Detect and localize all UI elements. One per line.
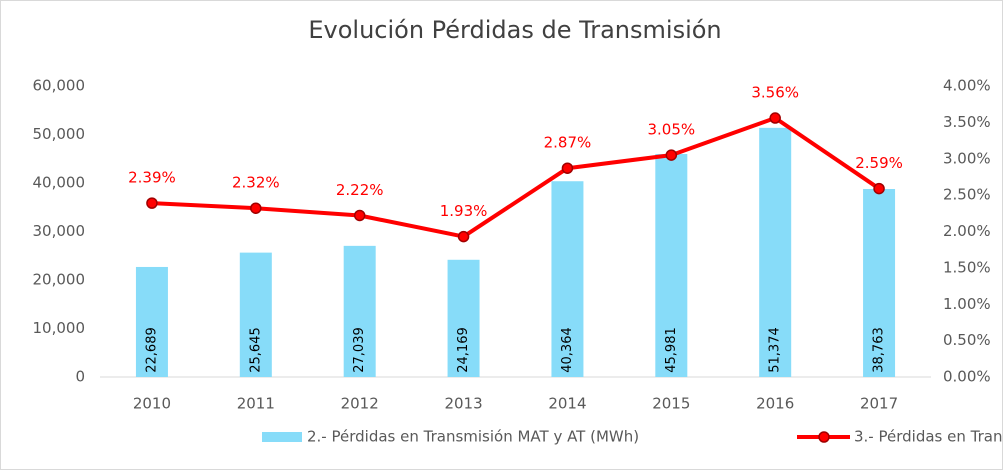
bar: [239, 252, 272, 377]
bar-value-label: 27,039: [352, 327, 367, 373]
x-tick-label: 2012: [341, 395, 379, 413]
bar: [135, 266, 168, 377]
legend-label: 3.- Pérdidas en Transmisión % (2/1): [854, 428, 1003, 446]
y2-tick-label: 4.00%: [943, 77, 991, 95]
y-tick-label: 50,000: [33, 125, 86, 143]
line-marker: [250, 202, 262, 214]
bar: [343, 245, 376, 377]
y-tick-label: 30,000: [33, 222, 86, 240]
chart-title: Evolución Pérdidas de Transmisión: [308, 16, 721, 44]
legend-label: 2.- Pérdidas en Transmisión MAT y AT (MW…: [307, 428, 639, 446]
line-marker: [146, 197, 158, 209]
x-tick-label: 2010: [133, 395, 171, 413]
y2-tick-label: 3.00%: [943, 149, 991, 167]
line-marker: [665, 149, 678, 161]
bar: [759, 127, 792, 378]
line-marker: [561, 162, 574, 174]
bar: [447, 259, 480, 377]
line-value-label: 2.39%: [128, 169, 176, 187]
bar-value-label: 22,689: [144, 327, 159, 373]
x-tick-label: 2015: [652, 395, 690, 413]
line-value-label: 2.87%: [544, 134, 592, 152]
bar-value-label: 38,763: [872, 327, 887, 373]
bar: [863, 188, 896, 377]
line-marker: [873, 182, 885, 195]
y-tick-label: 20,000: [33, 271, 86, 289]
y2-tick-label: 0.00%: [943, 368, 991, 386]
line: [151, 116, 881, 239]
line-value-label: 2.59%: [855, 154, 903, 172]
bar-value-label: 45,981: [664, 327, 679, 373]
legend-swatch: [262, 432, 302, 442]
x-tick-label: 2016: [756, 395, 794, 413]
bar-value-label: 24,169: [456, 327, 471, 373]
line-marker: [769, 112, 781, 124]
legend-marker: [818, 431, 830, 443]
x-tick-label: 2013: [444, 395, 482, 413]
x-tick-label: 2011: [237, 395, 275, 413]
line-value-label: 2.22%: [336, 181, 384, 199]
y2-tick-label: 2.50%: [943, 186, 991, 204]
y2-tick-label: 1.50%: [943, 258, 991, 276]
x-tick-label: 2014: [548, 395, 586, 413]
y-tick-label: 60,000: [33, 77, 86, 95]
line-value-label: 3.56%: [751, 84, 799, 102]
line-value-label: 3.05%: [647, 121, 695, 139]
line-marker: [353, 209, 366, 222]
line-marker: [457, 230, 470, 243]
y2-tick-label: 2.00%: [943, 222, 991, 240]
bar: [551, 181, 584, 377]
y-tick-label: 0: [75, 368, 85, 386]
bar-value-label: 51,374: [768, 327, 783, 373]
x-tick-label: 2017: [860, 395, 898, 413]
y-tick-label: 40,000: [33, 174, 86, 192]
bar-value-label: 25,645: [248, 327, 263, 373]
line-value-label: 2.32%: [232, 174, 280, 192]
bar: [655, 153, 688, 377]
y2-tick-label: 1.00%: [943, 295, 991, 313]
y-tick-label: 10,000: [33, 319, 86, 337]
y2-tick-label: 3.50%: [943, 113, 991, 131]
line-value-label: 1.93%: [440, 202, 488, 220]
bar-value-label: 40,364: [560, 327, 575, 373]
y2-tick-label: 0.50%: [943, 331, 991, 349]
